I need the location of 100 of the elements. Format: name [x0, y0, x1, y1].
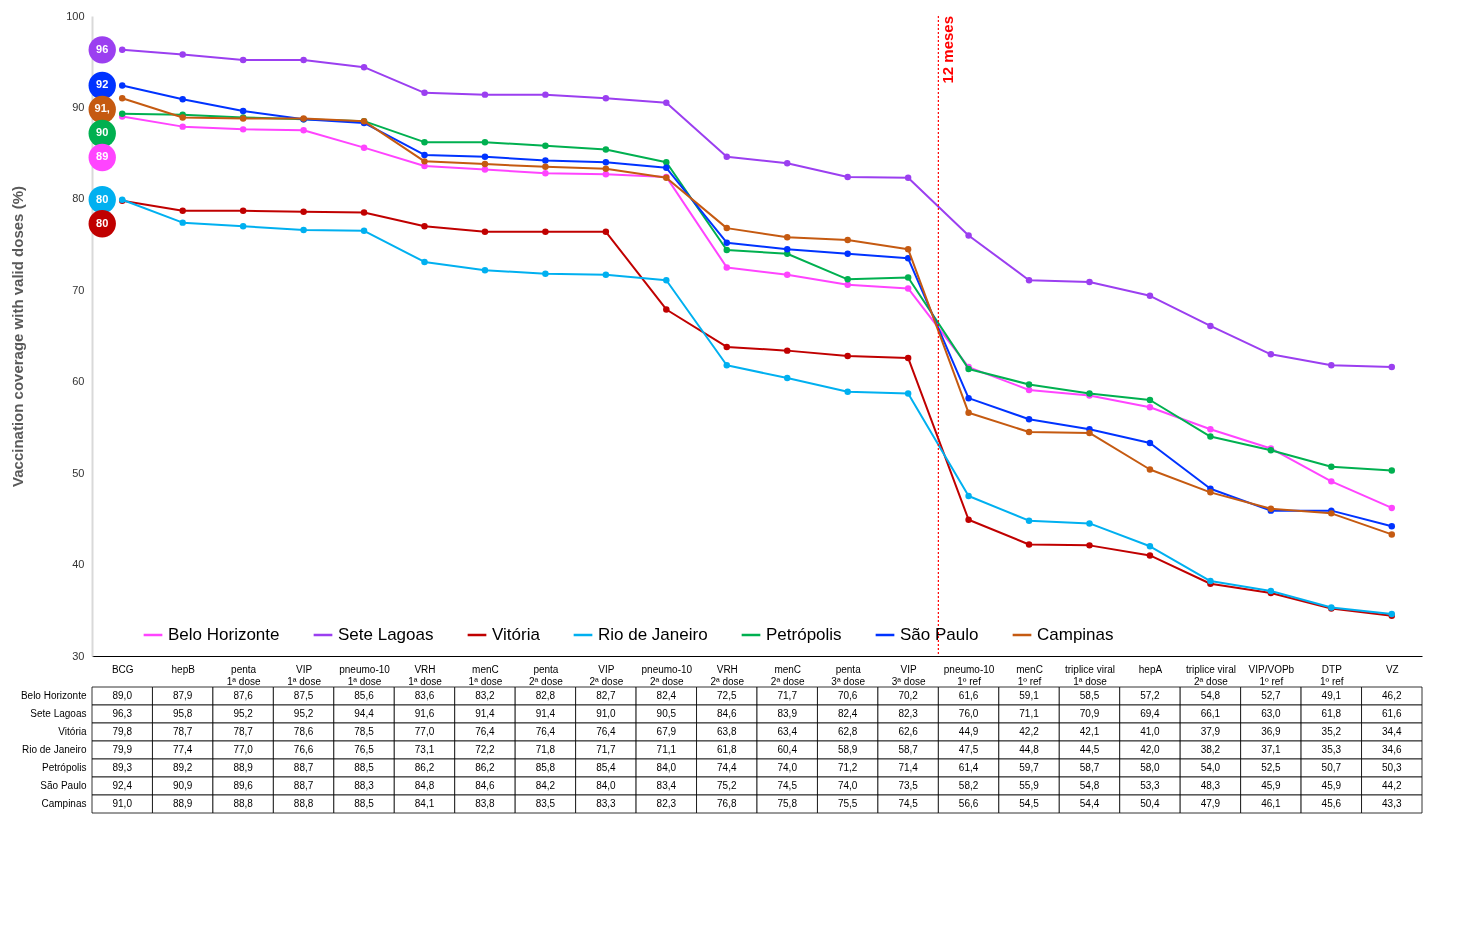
data-label: 78,7	[172, 726, 193, 737]
point	[239, 223, 247, 230]
data-label: 46,1	[1261, 798, 1282, 809]
annotation: 80	[96, 192, 109, 205]
data-label: 69,4	[1140, 708, 1161, 719]
x-tick-label: menC 1ª dose	[468, 663, 503, 687]
data-label: 76,5	[354, 744, 375, 755]
y-tick-label: 50	[72, 466, 85, 479]
data-label: 63,0	[1261, 708, 1282, 719]
data-label: 77,0	[233, 744, 254, 755]
point	[118, 95, 126, 102]
point	[1025, 276, 1033, 284]
data-label: 85,4	[596, 762, 617, 773]
data-label: 35,2	[1321, 726, 1342, 737]
x-tick-label: pneumo-10 1º ref	[943, 663, 995, 687]
data-label: 58,0	[1140, 762, 1161, 773]
data-label: 60,4	[777, 744, 798, 755]
point	[844, 250, 851, 257]
point	[542, 157, 549, 164]
y-axis-title: Vaccination coverage with valid doses (%)	[9, 186, 27, 487]
point	[663, 306, 670, 313]
point	[300, 56, 307, 64]
data-label: 58,9	[837, 744, 858, 755]
point	[904, 274, 912, 281]
data-label: 37,9	[1200, 726, 1221, 737]
data-label: 78,5	[354, 726, 375, 737]
data-label: 88,7	[293, 762, 314, 773]
data-label: 95,2	[293, 708, 314, 719]
point	[239, 207, 247, 214]
point	[602, 159, 610, 166]
point	[179, 95, 186, 103]
data-label: 34,4	[1382, 726, 1402, 737]
text: Petrópolis	[42, 762, 87, 773]
point	[421, 138, 428, 146]
data-label: 88,8	[233, 798, 254, 809]
data-label: 74,0	[837, 780, 858, 791]
data-label: 71,2	[837, 762, 858, 773]
data-label: 92,4	[112, 780, 133, 791]
point	[542, 270, 549, 278]
point	[421, 151, 428, 159]
data-label: 44,5	[1079, 744, 1100, 755]
point	[1146, 292, 1154, 300]
x-tick-label: menC 2ª dose	[770, 663, 806, 687]
data-label: 89,6	[233, 780, 254, 791]
data-label: 67,9	[656, 726, 677, 737]
point	[965, 516, 972, 524]
legend-label: Petrópolis	[766, 625, 842, 644]
x-tick-label: VIP 3ª dose	[891, 663, 926, 687]
data-label: 70,9	[1079, 708, 1100, 719]
point	[844, 281, 851, 289]
data-label: 35,3	[1321, 744, 1342, 755]
data-label: 45,6	[1321, 798, 1342, 809]
data-label: 91,4	[475, 708, 496, 719]
data-label: 42,0	[1140, 744, 1161, 755]
point	[1146, 396, 1154, 404]
data-label: 59,7	[1019, 762, 1040, 773]
data-label: 54,8	[1079, 780, 1100, 791]
ref-line-label: 12 meses	[939, 16, 957, 84]
x-tick-label: hepB	[171, 663, 196, 675]
point	[1207, 489, 1214, 496]
y-tick-label: 70	[72, 283, 85, 296]
text: Rio de Janeiro	[22, 744, 87, 755]
data-label: 87,5	[293, 690, 314, 701]
data-label: 36,9	[1261, 726, 1282, 737]
point	[783, 234, 791, 241]
data-label: 71,1	[656, 744, 677, 755]
point	[965, 409, 972, 417]
data-label: 71,1	[1019, 708, 1040, 719]
x-tick-label: VIP/VOPb 1º ref	[1248, 663, 1295, 687]
data-label: 88,5	[354, 762, 375, 773]
point	[602, 146, 610, 153]
point	[904, 390, 912, 397]
point	[1328, 478, 1335, 485]
y-tick-label: 40	[72, 558, 85, 571]
data-label: 50,4	[1140, 798, 1161, 809]
data-label: 72,5	[717, 690, 737, 701]
data-label: 49,1	[1321, 690, 1342, 701]
x-tick-label: menC 1º ref	[1016, 663, 1043, 687]
point	[1328, 463, 1335, 470]
point	[1086, 542, 1093, 549]
data-label: 85,8	[535, 762, 556, 773]
point	[844, 173, 851, 181]
point	[1207, 433, 1214, 440]
data-label: 89,0	[112, 690, 133, 701]
point	[1025, 386, 1033, 394]
data-label: 88,9	[233, 762, 254, 773]
point	[300, 127, 307, 134]
point	[1146, 543, 1154, 550]
data-label: 84,6	[717, 708, 737, 719]
point	[663, 276, 670, 284]
data-label: 43,3	[1382, 798, 1402, 809]
point	[118, 82, 126, 89]
x-tick-label: penta 1ª dose	[226, 663, 261, 687]
data-label: 37,1	[1261, 744, 1282, 755]
data-label: 83,9	[777, 708, 798, 719]
y-tick-label: 100	[66, 9, 85, 22]
data-label: 46,2	[1382, 690, 1402, 701]
point	[421, 89, 428, 97]
point	[663, 159, 670, 166]
data-label: 76,4	[535, 726, 556, 737]
